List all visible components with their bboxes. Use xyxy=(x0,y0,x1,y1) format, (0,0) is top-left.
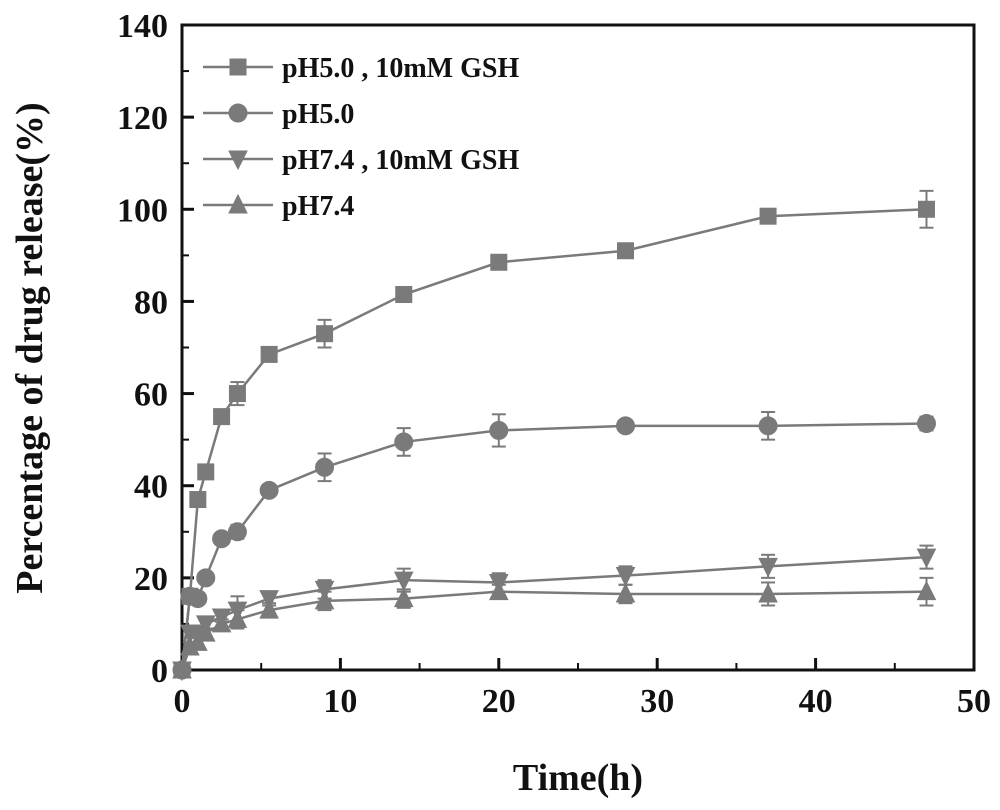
data-point xyxy=(758,557,778,578)
y-tick-label: 20 xyxy=(134,561,168,598)
legend: pH5.0 , 10mM GSH pH5.0 pH7.4 , 10mM GSH pH7… xyxy=(203,53,519,222)
legend-entry: pH5.0 xyxy=(203,99,354,130)
legend-entry: pH7.4 , 10mM GSH xyxy=(203,145,519,176)
x-tick-label: 40 xyxy=(799,683,833,720)
data-point xyxy=(260,345,278,363)
y-tick-label: 140 xyxy=(117,8,168,45)
data-point xyxy=(917,200,935,218)
legend-marker xyxy=(228,193,248,214)
legend-marker xyxy=(228,150,248,171)
legend-label: pH5.0 , 10mM GSH xyxy=(282,53,519,84)
y-tick-label: 120 xyxy=(117,100,168,137)
data-point xyxy=(259,598,279,619)
data-point xyxy=(196,568,216,588)
x-tick-label: 20 xyxy=(482,683,516,720)
series-line xyxy=(180,422,927,671)
data-point xyxy=(259,480,279,500)
data-point xyxy=(394,432,414,452)
legend-marker xyxy=(229,58,247,76)
data-point xyxy=(189,491,207,509)
x-tick-label: 30 xyxy=(640,683,674,720)
data-point xyxy=(213,408,231,426)
legend-label: pH7.4 , 10mM GSH xyxy=(282,145,519,176)
data-point xyxy=(188,589,208,609)
data-point xyxy=(393,587,414,608)
axis-ticks: 0 10 20 30 40 50 0 20 40 60 80 100 120 140 xyxy=(117,8,991,720)
series-3 xyxy=(172,544,937,682)
data-point xyxy=(615,582,636,603)
data-point xyxy=(395,286,413,304)
series-2 xyxy=(172,411,936,680)
data-point xyxy=(228,385,246,403)
y-tick-label: 60 xyxy=(134,377,168,414)
legend-label: pH5.0 xyxy=(282,99,354,130)
data-point xyxy=(916,580,937,601)
legend-entry: pH5.0 , 10mM GSH xyxy=(203,53,519,84)
data-point xyxy=(314,589,335,610)
data-point xyxy=(197,463,215,481)
x-axis-title: Time(h) xyxy=(513,757,643,799)
legend-marker xyxy=(228,103,248,123)
series-1 xyxy=(173,189,935,679)
data-point xyxy=(916,414,936,434)
data-point xyxy=(758,582,778,603)
y-tick-label: 80 xyxy=(134,284,168,321)
x-tick-label: 10 xyxy=(323,683,357,720)
data-point xyxy=(393,571,414,592)
data-point xyxy=(758,416,778,436)
y-tick-label: 40 xyxy=(134,469,168,506)
y-tick-label: 0 xyxy=(151,653,168,690)
data-series xyxy=(172,189,937,682)
data-point xyxy=(227,608,248,628)
data-point xyxy=(212,529,232,549)
data-point xyxy=(490,253,508,271)
data-point xyxy=(616,416,636,436)
y-tick-label: 100 xyxy=(117,192,168,229)
data-point xyxy=(227,522,247,542)
y-axis-title: Percentage of drug release(%) xyxy=(9,102,51,593)
data-point xyxy=(316,325,334,343)
data-point xyxy=(916,548,937,569)
x-tick-label: 50 xyxy=(957,683,991,720)
series-line xyxy=(180,208,927,671)
data-point xyxy=(759,207,777,225)
legend-entry: pH7.4 xyxy=(203,191,354,222)
data-point xyxy=(315,457,335,477)
data-point xyxy=(615,567,636,587)
data-point xyxy=(617,242,635,260)
data-point xyxy=(211,612,232,633)
data-point xyxy=(195,622,216,642)
legend-label: pH7.4 xyxy=(282,191,354,222)
data-point xyxy=(489,420,509,440)
data-point xyxy=(172,658,192,679)
data-point xyxy=(488,580,509,601)
series-4 xyxy=(172,576,937,679)
x-tick-label: 0 xyxy=(174,683,191,720)
series-line xyxy=(180,555,927,671)
